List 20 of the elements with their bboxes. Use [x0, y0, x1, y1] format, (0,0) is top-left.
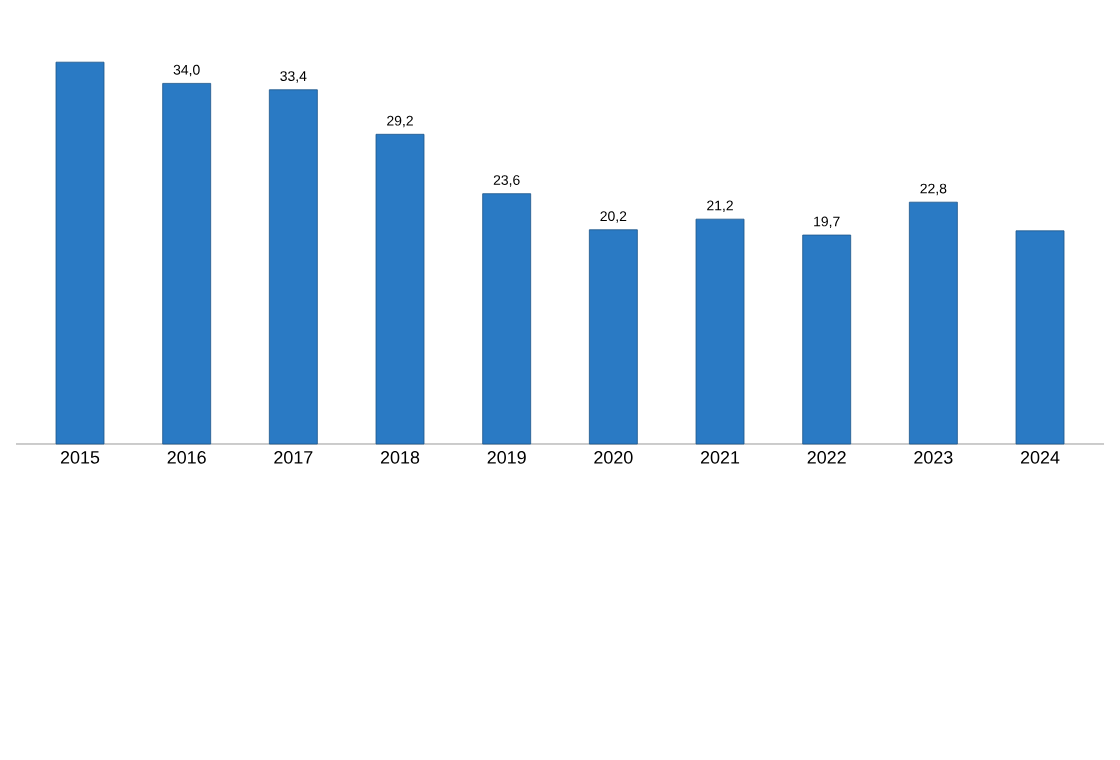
bar: [588, 229, 638, 445]
x-tick-label: 2017: [274, 451, 313, 464]
x-tick-label: 2018: [380, 451, 420, 464]
x-tick-label: 2019: [487, 451, 526, 464]
x-tick-label: 2020: [594, 451, 633, 464]
bar: [908, 201, 958, 445]
x-tick-label: 2024: [1020, 451, 1060, 464]
bar: [268, 89, 318, 445]
bar: [375, 133, 425, 445]
x-tick-label: 2022: [807, 451, 846, 464]
x-tick-label: 2016: [167, 451, 206, 464]
bar: [162, 82, 212, 445]
bar: [55, 61, 105, 445]
bar: [1015, 230, 1065, 445]
x-tick-label: 2021: [700, 451, 740, 464]
x-tick-label: 2023: [914, 451, 953, 464]
bar: [482, 193, 532, 445]
bar: [802, 234, 852, 445]
x-tick-label: 2015: [60, 451, 100, 464]
bar: [695, 218, 745, 445]
